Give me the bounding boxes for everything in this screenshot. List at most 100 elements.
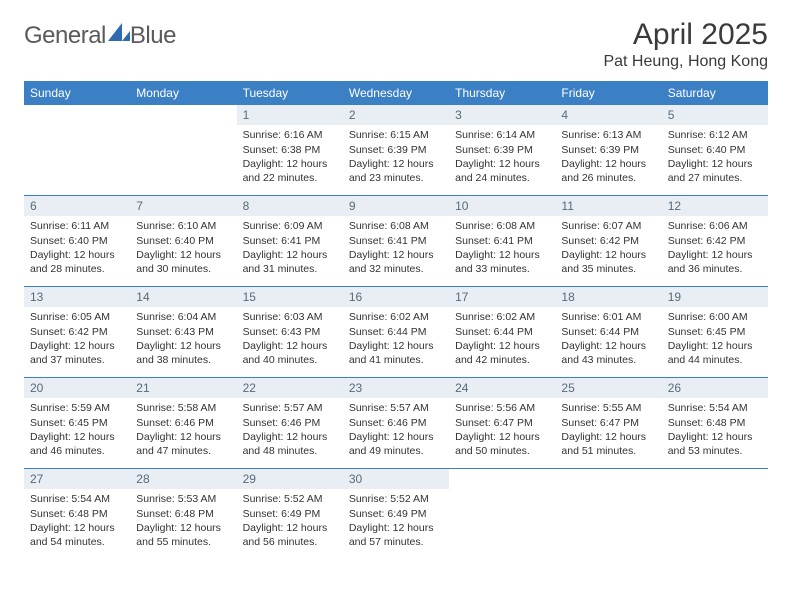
day-details: Sunrise: 6:12 AMSunset: 6:40 PMDaylight:… (662, 125, 768, 191)
calendar-cell: 15Sunrise: 6:03 AMSunset: 6:43 PMDayligh… (237, 287, 343, 378)
calendar-cell: 29Sunrise: 5:52 AMSunset: 6:49 PMDayligh… (237, 469, 343, 560)
calendar-row: 1Sunrise: 6:16 AMSunset: 6:38 PMDaylight… (24, 105, 768, 196)
calendar-cell: 8Sunrise: 6:09 AMSunset: 6:41 PMDaylight… (237, 196, 343, 287)
day-details: Sunrise: 6:00 AMSunset: 6:45 PMDaylight:… (662, 307, 768, 373)
day-number: 28 (130, 469, 236, 489)
calendar-cell: 24Sunrise: 5:56 AMSunset: 6:47 PMDayligh… (449, 378, 555, 469)
day-number: 21 (130, 378, 236, 398)
calendar-cell: 30Sunrise: 5:52 AMSunset: 6:49 PMDayligh… (343, 469, 449, 560)
day-number: 23 (343, 378, 449, 398)
day-details: Sunrise: 5:57 AMSunset: 6:46 PMDaylight:… (343, 398, 449, 464)
day-details: Sunrise: 5:58 AMSunset: 6:46 PMDaylight:… (130, 398, 236, 464)
calendar-cell: 11Sunrise: 6:07 AMSunset: 6:42 PMDayligh… (555, 196, 661, 287)
day-details: Sunrise: 6:07 AMSunset: 6:42 PMDaylight:… (555, 216, 661, 282)
calendar-cell (24, 105, 130, 196)
day-number: 7 (130, 196, 236, 216)
calendar-cell: 22Sunrise: 5:57 AMSunset: 6:46 PMDayligh… (237, 378, 343, 469)
brand-word2: Blue (130, 22, 176, 50)
day-number: 11 (555, 196, 661, 216)
day-details: Sunrise: 5:59 AMSunset: 6:45 PMDaylight:… (24, 398, 130, 464)
calendar-cell: 27Sunrise: 5:54 AMSunset: 6:48 PMDayligh… (24, 469, 130, 560)
calendar-cell: 17Sunrise: 6:02 AMSunset: 6:44 PMDayligh… (449, 287, 555, 378)
day-details: Sunrise: 5:53 AMSunset: 6:48 PMDaylight:… (130, 489, 236, 555)
calendar-cell: 9Sunrise: 6:08 AMSunset: 6:41 PMDaylight… (343, 196, 449, 287)
calendar-cell: 10Sunrise: 6:08 AMSunset: 6:41 PMDayligh… (449, 196, 555, 287)
calendar-cell (662, 469, 768, 560)
weekday-header: Thursday (449, 81, 555, 105)
calendar-cell: 19Sunrise: 6:00 AMSunset: 6:45 PMDayligh… (662, 287, 768, 378)
weekday-header: Friday (555, 81, 661, 105)
month-title: April 2025 (603, 18, 768, 51)
day-number: 22 (237, 378, 343, 398)
calendar-cell: 23Sunrise: 5:57 AMSunset: 6:46 PMDayligh… (343, 378, 449, 469)
day-details: Sunrise: 5:54 AMSunset: 6:48 PMDaylight:… (662, 398, 768, 464)
calendar-cell: 28Sunrise: 5:53 AMSunset: 6:48 PMDayligh… (130, 469, 236, 560)
weekday-header: Monday (130, 81, 236, 105)
title-block: April 2025 Pat Heung, Hong Kong (603, 18, 768, 71)
calendar-cell: 14Sunrise: 6:04 AMSunset: 6:43 PMDayligh… (130, 287, 236, 378)
day-number: 13 (24, 287, 130, 307)
day-number: 20 (24, 378, 130, 398)
day-details: Sunrise: 6:06 AMSunset: 6:42 PMDaylight:… (662, 216, 768, 282)
day-number: 4 (555, 105, 661, 125)
calendar-cell (555, 469, 661, 560)
day-number: 2 (343, 105, 449, 125)
calendar-table: Sunday Monday Tuesday Wednesday Thursday… (24, 81, 768, 559)
day-details: Sunrise: 5:55 AMSunset: 6:47 PMDaylight:… (555, 398, 661, 464)
day-details: Sunrise: 6:11 AMSunset: 6:40 PMDaylight:… (24, 216, 130, 282)
weekday-header: Saturday (662, 81, 768, 105)
day-details: Sunrise: 6:03 AMSunset: 6:43 PMDaylight:… (237, 307, 343, 373)
brand-word1: General (24, 22, 106, 50)
day-number: 26 (662, 378, 768, 398)
day-details: Sunrise: 5:56 AMSunset: 6:47 PMDaylight:… (449, 398, 555, 464)
day-number: 24 (449, 378, 555, 398)
brand-logo: General Blue (24, 22, 176, 50)
calendar-cell (130, 105, 236, 196)
calendar-row: 27Sunrise: 5:54 AMSunset: 6:48 PMDayligh… (24, 469, 768, 560)
day-details: Sunrise: 5:54 AMSunset: 6:48 PMDaylight:… (24, 489, 130, 555)
day-number: 25 (555, 378, 661, 398)
day-details: Sunrise: 6:15 AMSunset: 6:39 PMDaylight:… (343, 125, 449, 191)
calendar-cell: 18Sunrise: 6:01 AMSunset: 6:44 PMDayligh… (555, 287, 661, 378)
calendar-cell (449, 469, 555, 560)
day-details: Sunrise: 5:57 AMSunset: 6:46 PMDaylight:… (237, 398, 343, 464)
day-number: 8 (237, 196, 343, 216)
day-number: 15 (237, 287, 343, 307)
calendar-cell: 2Sunrise: 6:15 AMSunset: 6:39 PMDaylight… (343, 105, 449, 196)
day-details: Sunrise: 5:52 AMSunset: 6:49 PMDaylight:… (237, 489, 343, 555)
day-number: 27 (24, 469, 130, 489)
calendar-row: 20Sunrise: 5:59 AMSunset: 6:45 PMDayligh… (24, 378, 768, 469)
calendar-cell: 5Sunrise: 6:12 AMSunset: 6:40 PMDaylight… (662, 105, 768, 196)
calendar-cell: 20Sunrise: 5:59 AMSunset: 6:45 PMDayligh… (24, 378, 130, 469)
day-details: Sunrise: 5:52 AMSunset: 6:49 PMDaylight:… (343, 489, 449, 555)
calendar-cell: 4Sunrise: 6:13 AMSunset: 6:39 PMDaylight… (555, 105, 661, 196)
day-details: Sunrise: 6:16 AMSunset: 6:38 PMDaylight:… (237, 125, 343, 191)
day-number: 30 (343, 469, 449, 489)
day-number: 16 (343, 287, 449, 307)
day-number: 9 (343, 196, 449, 216)
day-details: Sunrise: 6:10 AMSunset: 6:40 PMDaylight:… (130, 216, 236, 282)
day-number: 17 (449, 287, 555, 307)
calendar-body: 1Sunrise: 6:16 AMSunset: 6:38 PMDaylight… (24, 105, 768, 559)
day-number: 6 (24, 196, 130, 216)
calendar-cell: 7Sunrise: 6:10 AMSunset: 6:40 PMDaylight… (130, 196, 236, 287)
day-details: Sunrise: 6:13 AMSunset: 6:39 PMDaylight:… (555, 125, 661, 191)
weekday-header-row: Sunday Monday Tuesday Wednesday Thursday… (24, 81, 768, 105)
day-details: Sunrise: 6:01 AMSunset: 6:44 PMDaylight:… (555, 307, 661, 373)
calendar-cell: 6Sunrise: 6:11 AMSunset: 6:40 PMDaylight… (24, 196, 130, 287)
day-details: Sunrise: 6:02 AMSunset: 6:44 PMDaylight:… (343, 307, 449, 373)
calendar-cell: 3Sunrise: 6:14 AMSunset: 6:39 PMDaylight… (449, 105, 555, 196)
weekday-header: Tuesday (237, 81, 343, 105)
location: Pat Heung, Hong Kong (603, 53, 768, 71)
day-details: Sunrise: 6:09 AMSunset: 6:41 PMDaylight:… (237, 216, 343, 282)
day-details: Sunrise: 6:08 AMSunset: 6:41 PMDaylight:… (343, 216, 449, 282)
weekday-header: Sunday (24, 81, 130, 105)
day-number: 1 (237, 105, 343, 125)
day-number: 3 (449, 105, 555, 125)
day-number: 12 (662, 196, 768, 216)
day-number: 5 (662, 105, 768, 125)
calendar-cell: 26Sunrise: 5:54 AMSunset: 6:48 PMDayligh… (662, 378, 768, 469)
day-number: 10 (449, 196, 555, 216)
day-details: Sunrise: 6:05 AMSunset: 6:42 PMDaylight:… (24, 307, 130, 373)
calendar-cell: 16Sunrise: 6:02 AMSunset: 6:44 PMDayligh… (343, 287, 449, 378)
